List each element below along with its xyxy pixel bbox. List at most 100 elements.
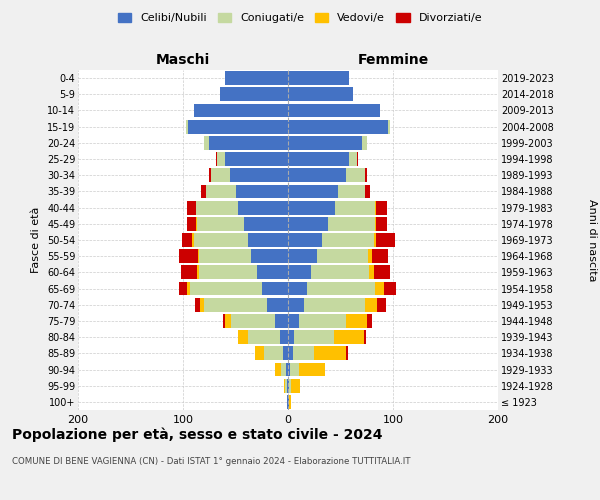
Bar [376, 200, 387, 214]
Bar [288, 298, 304, 312]
Bar [376, 217, 387, 230]
Bar [288, 184, 338, 198]
Bar [346, 346, 348, 360]
Bar [248, 330, 280, 344]
Bar [335, 200, 375, 214]
Bar [375, 282, 383, 296]
Bar [196, 200, 238, 214]
Bar [197, 217, 244, 230]
Text: Popolazione per età, sesso e stato civile - 2024: Popolazione per età, sesso e stato civil… [12, 428, 383, 442]
Bar [283, 346, 288, 360]
Bar [285, 379, 287, 392]
Bar [199, 250, 251, 263]
Bar [225, 314, 232, 328]
Bar [225, 71, 288, 85]
Bar [367, 314, 372, 328]
Bar [299, 362, 325, 376]
Bar [231, 314, 275, 328]
Bar [369, 266, 374, 280]
Bar [196, 217, 197, 230]
Bar [181, 266, 197, 280]
Bar [256, 346, 264, 360]
Bar [187, 282, 190, 296]
Bar [199, 266, 257, 280]
Bar [230, 168, 288, 182]
Bar [346, 168, 365, 182]
Text: COMUNE DI BENE VAGIENNA (CN) - Dati ISTAT 1° gennaio 2024 - Elaborazione TUTTITA: COMUNE DI BENE VAGIENNA (CN) - Dati ISTA… [12, 458, 410, 466]
Bar [338, 184, 365, 198]
Bar [197, 266, 199, 280]
Bar [238, 330, 248, 344]
Bar [375, 200, 376, 214]
Bar [311, 266, 369, 280]
Bar [288, 104, 380, 118]
Bar [288, 282, 307, 296]
Bar [193, 104, 288, 118]
Bar [288, 152, 349, 166]
Bar [287, 379, 288, 392]
Bar [289, 379, 291, 392]
Bar [179, 250, 198, 263]
Bar [288, 71, 349, 85]
Bar [288, 314, 299, 328]
Bar [288, 346, 293, 360]
Bar [314, 346, 346, 360]
Bar [374, 233, 376, 247]
Text: Femmine: Femmine [358, 54, 428, 68]
Bar [201, 184, 206, 198]
Bar [248, 233, 288, 247]
Bar [251, 250, 288, 263]
Bar [280, 330, 288, 344]
Bar [204, 136, 209, 149]
Bar [281, 362, 286, 376]
Bar [307, 282, 375, 296]
Text: Anni di nascita: Anni di nascita [587, 198, 597, 281]
Bar [295, 330, 334, 344]
Bar [374, 266, 390, 280]
Bar [289, 395, 291, 409]
Bar [322, 233, 374, 247]
Bar [365, 298, 377, 312]
Bar [267, 298, 288, 312]
Bar [288, 168, 346, 182]
Bar [225, 152, 288, 166]
Bar [244, 217, 288, 230]
Bar [286, 362, 288, 376]
Bar [364, 330, 366, 344]
Bar [204, 298, 267, 312]
Bar [288, 217, 328, 230]
Bar [288, 379, 289, 392]
Bar [375, 217, 376, 230]
Bar [288, 120, 388, 134]
Bar [288, 250, 317, 263]
Bar [235, 184, 288, 198]
Bar [383, 282, 396, 296]
Bar [193, 233, 248, 247]
Bar [361, 136, 367, 149]
Bar [262, 282, 288, 296]
Bar [288, 88, 353, 101]
Bar [215, 152, 217, 166]
Bar [376, 233, 395, 247]
Bar [200, 298, 204, 312]
Bar [304, 298, 365, 312]
Bar [293, 346, 314, 360]
Bar [197, 250, 199, 263]
Bar [190, 282, 262, 296]
Bar [365, 168, 367, 182]
Bar [187, 217, 196, 230]
Bar [388, 120, 390, 134]
Bar [377, 298, 386, 312]
Bar [365, 184, 370, 198]
Bar [186, 120, 188, 134]
Bar [179, 282, 187, 296]
Bar [328, 217, 375, 230]
Bar [188, 120, 288, 134]
Bar [288, 266, 311, 280]
Bar [220, 88, 288, 101]
Text: Maschi: Maschi [156, 54, 210, 68]
Legend: Celibi/Nubili, Coniugati/e, Vedovi/e, Divorziati/e: Celibi/Nubili, Coniugati/e, Vedovi/e, Di… [113, 8, 487, 28]
Bar [288, 395, 289, 409]
Bar [275, 362, 281, 376]
Bar [194, 298, 200, 312]
